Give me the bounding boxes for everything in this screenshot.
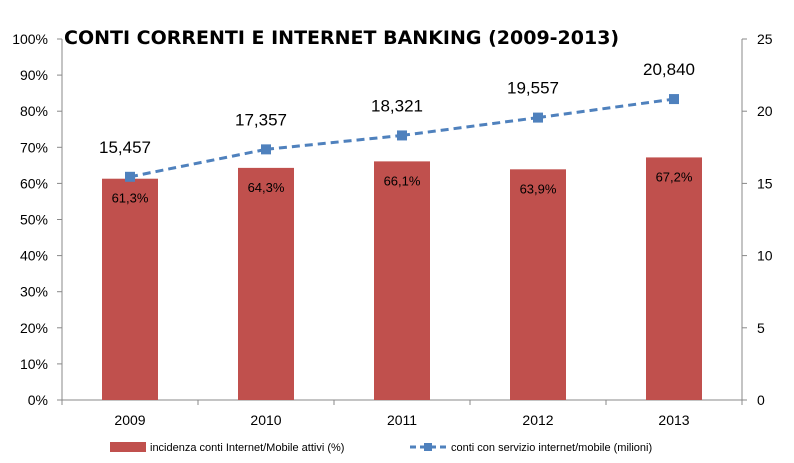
right-tick-label: 15 (757, 175, 773, 191)
x-tick-label: 2012 (522, 412, 553, 428)
left-tick-label: 40% (20, 248, 48, 264)
left-tick-label: 70% (20, 139, 48, 155)
line-marker (669, 94, 679, 105)
line-marker (261, 144, 271, 155)
left-tick-label: 100% (12, 31, 48, 47)
left-tick-label: 20% (20, 320, 48, 336)
line-data-label: 20,840 (643, 60, 695, 79)
legend-bar-label: incidenza conti Internet/Mobile attivi (… (150, 442, 344, 454)
bar-data-label: 67,2% (656, 169, 693, 184)
bar (646, 157, 702, 400)
line-segment (265, 133, 403, 151)
right-tick-label: 5 (757, 320, 765, 336)
right-tick-label: 0 (757, 392, 765, 408)
line-segment (129, 147, 267, 179)
left-tick-label: 10% (20, 356, 48, 372)
line-data-label: 18,321 (371, 96, 423, 115)
left-tick-label: 30% (20, 284, 48, 300)
line-data-label: 17,357 (235, 110, 287, 129)
x-tick-label: 2010 (250, 412, 281, 428)
right-tick-label: 20 (757, 103, 773, 119)
x-tick-label: 2011 (387, 412, 417, 428)
bar-data-label: 61,3% (112, 191, 149, 206)
bar (102, 178, 158, 400)
line-data-label: 19,557 (507, 79, 559, 98)
line-data-label: 15,457 (99, 138, 151, 157)
bar-data-label: 64,3% (248, 180, 285, 195)
left-tick-label: 80% (20, 103, 48, 119)
left-tick-label: 0% (28, 392, 48, 408)
line-segment (401, 116, 539, 137)
x-tick-label: 2013 (658, 412, 689, 428)
line-marker (125, 171, 135, 182)
line-segment (537, 97, 675, 120)
legend-bar-swatch (110, 442, 146, 452)
chart-title: CONTI CORRENTI E INTERNET BANKING (2009-… (64, 27, 619, 49)
line-marker (397, 130, 407, 141)
legend-line-marker (424, 443, 432, 451)
bar-data-label: 63,9% (520, 181, 557, 196)
right-tick-label: 10 (757, 248, 773, 264)
left-tick-label: 90% (20, 67, 48, 83)
bar (238, 167, 294, 400)
line-marker (533, 112, 543, 123)
legend-line-label: conti con servizio internet/mobile (mili… (451, 442, 652, 454)
bar-data-label: 66,1% (384, 173, 421, 188)
x-tick-label: 2009 (114, 412, 145, 428)
left-tick-label: 50% (20, 212, 48, 228)
bar (510, 169, 566, 400)
right-tick-label: 25 (757, 31, 773, 47)
bar (374, 161, 430, 400)
left-tick-label: 60% (20, 175, 48, 191)
